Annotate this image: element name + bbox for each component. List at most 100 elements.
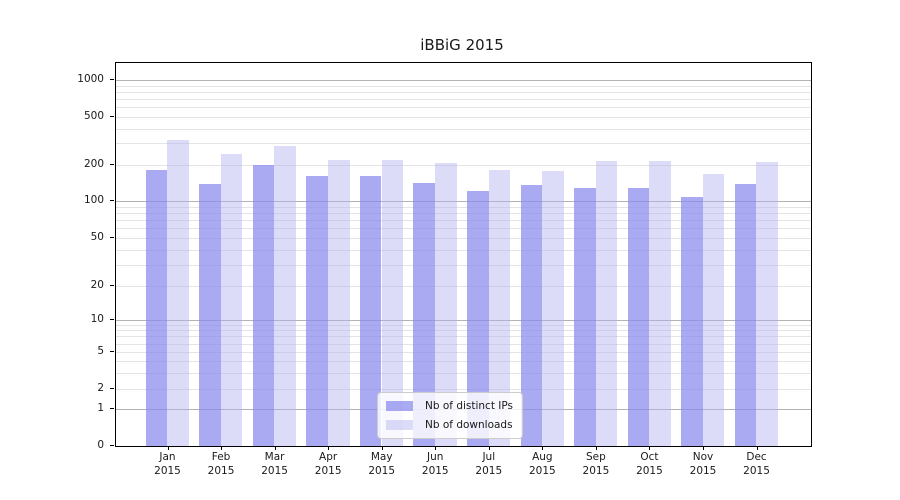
y-tick-mark: [110, 79, 114, 80]
y-tick-label: 20: [90, 279, 104, 291]
gridline-minor: [116, 91, 811, 93]
gridline-minor: [116, 117, 811, 118]
bar-downloads-jan: [167, 140, 189, 446]
x-tick-label-year: 2015: [528, 464, 556, 477]
gridline-minor: [116, 330, 811, 332]
y-tick-mark: [110, 388, 114, 389]
y-tick-label: 1000: [77, 73, 104, 85]
gridline-minor: [116, 372, 811, 374]
x-tick-mark: [649, 446, 651, 450]
bar-distinct-ips-mar: [252, 164, 275, 446]
gridline-minor: [116, 164, 811, 166]
gridline-minor: [116, 361, 811, 362]
x-tick-label-year: 2015: [743, 464, 770, 477]
x-tick-label-year: 2015: [636, 464, 663, 477]
gridline-major: [116, 80, 811, 81]
y-tick-mark: [110, 445, 114, 446]
x-tick-label-year: 2015: [261, 464, 288, 477]
gridline-minor: [116, 286, 811, 287]
legend: Nb of distinct IPs Nb of downloads: [377, 392, 523, 439]
bar-distinct-ips-jan: [145, 170, 168, 446]
x-tick-label-year: 2015: [368, 464, 396, 477]
bar-distinct-ips-sep: [574, 188, 596, 446]
x-tick-label-year: 2015: [421, 464, 449, 477]
y-tick-label: 5: [97, 345, 104, 357]
gridline-minor: [116, 212, 811, 214]
y-tick-label: 10: [90, 313, 104, 325]
x-tick-label-year: 2015: [582, 464, 610, 477]
x-tick-mark: [381, 446, 383, 450]
gridline-minor: [116, 336, 811, 338]
gridline-minor: [116, 238, 811, 239]
x-tick-mark: [328, 446, 330, 450]
bar-downloads-dec: [756, 161, 778, 446]
x-tick-mark: [167, 446, 169, 450]
x-tick-mark: [542, 446, 544, 450]
y-tick-mark: [110, 319, 114, 320]
gridline-minor: [116, 343, 811, 345]
bar-downloads-jul: [488, 170, 511, 446]
x-tick-label: Jun 2015: [421, 451, 449, 477]
bar-distinct-ips-aug: [520, 184, 543, 446]
x-tick-label: Aug 2015: [528, 451, 556, 477]
bar-downloads-may: [381, 159, 404, 446]
y-tick-mark: [110, 285, 114, 286]
gridline-minor: [116, 324, 811, 326]
x-tick-label-year: 2015: [154, 464, 181, 477]
chart-title: iBBiG 2015: [420, 36, 504, 54]
x-tick-label: Feb 2015: [207, 451, 235, 477]
x-tick-mark: [435, 446, 437, 450]
gridline-major: [116, 201, 811, 202]
gridline-minor: [116, 99, 811, 101]
y-tick-label: 50: [90, 231, 104, 243]
x-tick-label: Jul 2015: [475, 451, 503, 477]
x-tick-label: Jan 2015: [154, 451, 181, 477]
y-tick-mark: [110, 408, 114, 409]
x-tick-mark: [221, 446, 223, 450]
x-tick-label: Apr 2015: [314, 451, 342, 477]
y-tick-label: 100: [83, 194, 104, 206]
y-tick-label: 500: [83, 110, 104, 122]
bar-downloads-aug: [542, 171, 564, 446]
x-tick-label: Mar 2015: [261, 451, 288, 477]
x-tick-mark: [756, 446, 758, 450]
y-tick-mark: [110, 163, 114, 165]
bar-downloads-sep: [595, 161, 618, 446]
gridline-minor: [116, 220, 811, 222]
bar-downloads-apr: [327, 159, 350, 446]
y-tick-mark: [110, 200, 114, 201]
bar-distinct-ips-jun: [413, 183, 436, 446]
y-tick-mark: [110, 237, 114, 238]
y-tick-label: 2: [97, 382, 104, 394]
plot-area: [115, 62, 812, 447]
x-tick-label-year: 2015: [689, 464, 717, 477]
x-tick-mark: [488, 446, 490, 450]
gridline-major: [116, 320, 811, 321]
bar-distinct-ips-apr: [306, 176, 328, 446]
legend-label: Nb of downloads: [425, 419, 513, 431]
x-tick-mark: [595, 446, 597, 450]
gridline-minor: [116, 128, 811, 130]
bar-distinct-ips-jul: [467, 190, 489, 446]
legend-row: Nb of downloads: [386, 418, 513, 432]
bar-downloads-jun: [435, 163, 457, 446]
x-tick-label: Dec 2015: [743, 451, 770, 477]
y-tick-label: 200: [83, 157, 104, 170]
x-tick-label-year: 2015: [314, 464, 342, 477]
gridline-minor: [116, 264, 811, 266]
y-tick-mark: [110, 351, 114, 352]
gridline-minor: [116, 107, 811, 109]
x-tick-mark: [703, 446, 704, 450]
gridline-minor: [116, 249, 811, 251]
legend-swatch-downloads: [386, 420, 413, 430]
bar-downloads-feb: [220, 153, 243, 446]
legend-label: Nb of distinct IPs: [425, 400, 513, 412]
gridline-minor: [116, 206, 811, 208]
x-tick-label-year: 2015: [475, 464, 503, 477]
gridline-minor: [116, 228, 811, 230]
x-tick-label: Sep 2015: [582, 451, 610, 477]
gridline-minor: [116, 143, 811, 145]
x-tick-label-year: 2015: [207, 464, 235, 477]
bar-downloads-nov: [702, 173, 725, 446]
x-tick-label: Oct 2015: [636, 451, 663, 477]
